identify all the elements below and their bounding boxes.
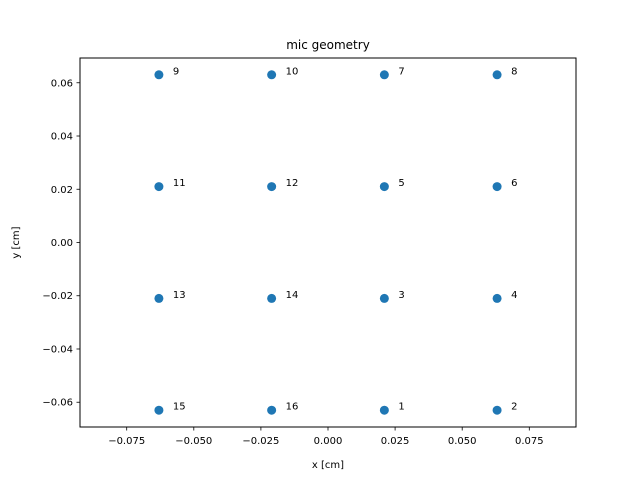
y-tick-label: −0.06: [42, 398, 73, 409]
mic-point-1: [379, 405, 389, 415]
y-tick-label: 0.02: [51, 185, 73, 196]
mic-label-3: 3: [398, 290, 404, 301]
mic-label-16: 16: [286, 402, 299, 413]
mic-point-14: [267, 293, 277, 303]
y-axis-label: y [cm]: [11, 226, 22, 258]
mic-label-11: 11: [173, 178, 186, 189]
mic-point-9: [154, 70, 164, 80]
mic-point-4: [492, 293, 502, 303]
mic-point-6: [492, 182, 502, 192]
x-tick-label: 0.025: [381, 436, 410, 447]
mic-point-5: [379, 182, 389, 192]
mic-label-8: 8: [511, 66, 517, 77]
x-axis: −0.075 −0.050 −0.025 0.000 0.025 0.050 0.075: [108, 427, 544, 447]
mic-label-4: 4: [511, 290, 517, 301]
y-axis: −0.06 −0.04 −0.02 0.00 0.02 0.04 0.06: [42, 78, 80, 409]
mic-point-12: [267, 182, 277, 192]
y-tick-label: 0.00: [51, 238, 73, 249]
mic-label-1: 1: [398, 402, 404, 413]
mic-label-9: 9: [173, 66, 179, 77]
x-tick-label: −0.050: [175, 436, 212, 447]
y-tick-label: −0.02: [42, 291, 73, 302]
data-points: [154, 70, 502, 415]
mic-label-6: 6: [511, 178, 517, 189]
x-tick-label: −0.075: [108, 436, 145, 447]
mic-point-11: [154, 182, 164, 192]
mic-point-16: [267, 405, 277, 415]
mic-point-8: [492, 70, 502, 80]
y-tick-label: −0.04: [42, 344, 73, 355]
mic-point-10: [267, 70, 277, 80]
x-axis-label: x [cm]: [312, 460, 344, 471]
y-tick-label: 0.06: [51, 78, 73, 89]
mic-label-14: 14: [286, 290, 299, 301]
mic-point-7: [379, 70, 389, 80]
chart-title: mic geometry: [286, 38, 370, 52]
mic-label-15: 15: [173, 402, 186, 413]
mic-point-2: [492, 405, 502, 415]
mic-point-13: [154, 293, 164, 303]
mic-label-10: 10: [286, 66, 299, 77]
mic-label-13: 13: [173, 290, 186, 301]
mic-label-2: 2: [511, 402, 517, 413]
x-tick-label: 0.050: [448, 436, 477, 447]
mic-label-5: 5: [398, 178, 404, 189]
plot-frame: [79, 57, 577, 428]
mic-point-3: [379, 293, 389, 303]
x-tick-label: −0.025: [242, 436, 279, 447]
x-tick-label: 0.000: [314, 436, 343, 447]
y-tick-label: 0.04: [51, 132, 73, 143]
x-tick-label: 0.075: [515, 436, 544, 447]
mic-point-15: [154, 405, 164, 415]
mic-label-12: 12: [286, 178, 299, 189]
mic-label-7: 7: [398, 66, 404, 77]
